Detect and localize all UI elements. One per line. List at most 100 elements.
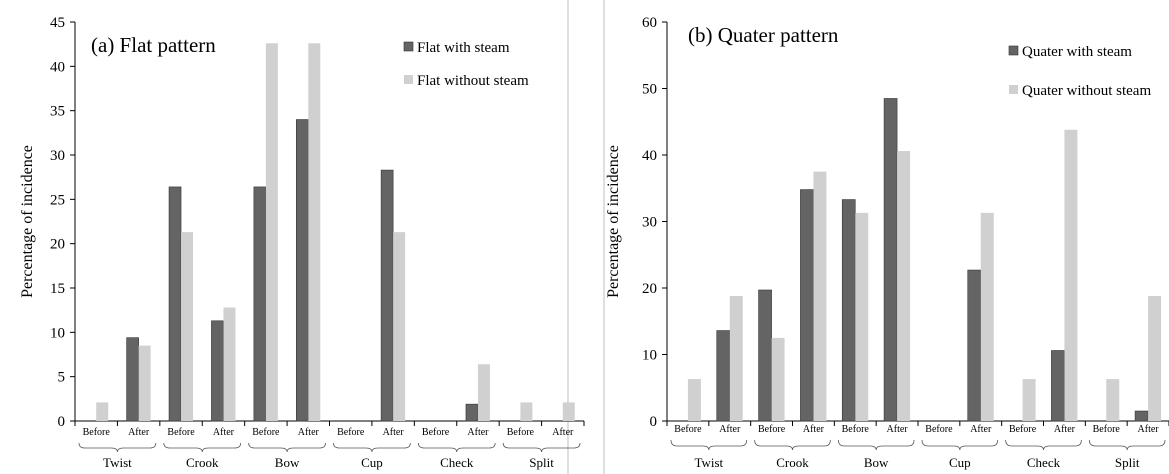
group-brace xyxy=(248,442,326,453)
group-label: Crook xyxy=(186,455,219,470)
x-tick-label: Before xyxy=(337,427,365,438)
group-label: Twist xyxy=(694,455,723,470)
legend-label: Flat with steam xyxy=(417,40,510,56)
y-tick-label: 25 xyxy=(50,192,65,208)
bar-without-steam xyxy=(96,402,109,421)
x-tick-label: After xyxy=(298,427,320,438)
y-axis-label: Percentage of incidence xyxy=(605,145,622,298)
y-tick-label: 30 xyxy=(50,148,65,164)
bar-without-steam xyxy=(1064,129,1078,422)
x-tick-label: Before xyxy=(167,427,195,438)
y-tick-label: 45 xyxy=(50,15,65,31)
bar-with-steam xyxy=(380,169,394,422)
y-tick-label: 20 xyxy=(50,237,65,253)
bar-without-steam xyxy=(265,43,278,421)
group-label: Split xyxy=(529,455,554,470)
chart-panel-flat: 0 5 10 15 20 25 30 35 40 45 Percentage of incidenc… xyxy=(19,0,585,474)
group-brace xyxy=(502,442,581,453)
x-tick-label: After xyxy=(970,424,992,435)
bar-without-steam xyxy=(855,212,869,421)
y-tick-label: 5 xyxy=(58,370,66,386)
x-tick-label: After xyxy=(213,427,235,438)
x-tick-label: Before xyxy=(252,427,280,438)
group-brace xyxy=(921,439,999,451)
chart-title: (b) Quater pattern xyxy=(688,23,839,47)
bar-with-steam xyxy=(800,189,814,422)
group-label: Bow xyxy=(275,455,300,470)
y-tick-label: 30 xyxy=(642,215,657,231)
y-tick-label: 10 xyxy=(642,348,657,364)
bar-without-steam xyxy=(1022,379,1036,421)
legend-swatch xyxy=(404,75,413,84)
legend-label: Quater with steam xyxy=(1022,44,1132,60)
x-tick-label: Before xyxy=(1093,424,1121,435)
bar-without-steam xyxy=(562,402,575,421)
bar-with-steam xyxy=(211,320,224,422)
bar-without-steam xyxy=(687,379,701,421)
x-tick-label: After xyxy=(467,427,489,438)
bar-without-steam xyxy=(138,345,151,421)
bar-without-steam xyxy=(181,232,194,421)
y-tick-label: 40 xyxy=(642,148,657,164)
chart-panel-quater: 0 10 20 30 40 50 60 Percentage of incidence Befo… xyxy=(603,0,1169,474)
x-tick-label: Before xyxy=(83,427,111,438)
bar-with-steam xyxy=(967,269,982,422)
x-tick-label: After xyxy=(803,424,825,435)
x-tick-label: After xyxy=(383,427,405,438)
legend-label: Quater without steam xyxy=(1022,83,1151,99)
x-tick-label: Before xyxy=(842,424,870,435)
bar-without-steam xyxy=(1106,379,1120,421)
y-tick-label: 20 xyxy=(642,281,657,297)
legend-label: Flat without steam xyxy=(417,73,529,89)
group-brace xyxy=(1005,439,1082,451)
y-tick-label: 15 xyxy=(50,281,65,297)
chart-title: (a) Flat pattern xyxy=(91,33,216,57)
y-tick-label: 10 xyxy=(50,325,65,341)
group-brace xyxy=(163,442,242,453)
x-tick-label: After xyxy=(128,427,150,438)
x-tick-label: After xyxy=(1138,424,1160,435)
x-tick-label: After xyxy=(552,427,574,438)
y-axis-label: Percentage of incidence xyxy=(19,145,36,298)
y-tick-label: 60 xyxy=(642,15,657,31)
group-brace xyxy=(333,442,411,453)
legend-swatch xyxy=(403,41,414,52)
bar-without-steam xyxy=(308,43,321,421)
group-label: Check xyxy=(1027,455,1061,470)
x-tick-label: After xyxy=(887,424,909,435)
bar-without-steam xyxy=(980,212,994,421)
group-label: Cup xyxy=(949,455,971,470)
x-tick-label: After xyxy=(719,424,741,435)
group-brace xyxy=(78,442,157,453)
x-tick-label: Before xyxy=(758,424,786,435)
group-label: Split xyxy=(1115,455,1140,470)
group-label: Bow xyxy=(864,455,889,470)
legend-swatch xyxy=(1008,45,1019,56)
x-tick-label: Before xyxy=(422,427,450,438)
bar-with-steam xyxy=(253,186,267,422)
x-tick-label: Before xyxy=(925,424,953,435)
y-tick-label: 0 xyxy=(58,414,66,430)
group-brace xyxy=(837,439,915,451)
bar-without-steam xyxy=(520,402,533,421)
bar-without-steam xyxy=(1148,295,1162,421)
x-tick-label: Before xyxy=(507,427,535,438)
bar-without-steam xyxy=(813,171,827,421)
group-brace xyxy=(417,442,496,453)
bar-without-steam xyxy=(223,307,236,421)
group-label: Cup xyxy=(361,455,383,470)
bar-with-steam xyxy=(1134,410,1149,422)
y-tick-label: 35 xyxy=(50,104,65,120)
y-tick-label: 50 xyxy=(642,82,657,98)
bar-without-steam xyxy=(477,364,490,421)
group-label: Crook xyxy=(776,455,809,470)
bar-with-steam xyxy=(841,199,856,422)
x-tick-label: Before xyxy=(1009,424,1037,435)
bar-with-steam xyxy=(883,98,898,422)
legend-swatch xyxy=(1009,85,1018,94)
bar-with-steam xyxy=(168,186,182,422)
bar-with-steam xyxy=(758,289,772,422)
bar-without-steam xyxy=(729,295,743,421)
group-brace xyxy=(1088,439,1166,451)
x-tick-label: Before xyxy=(674,424,702,435)
